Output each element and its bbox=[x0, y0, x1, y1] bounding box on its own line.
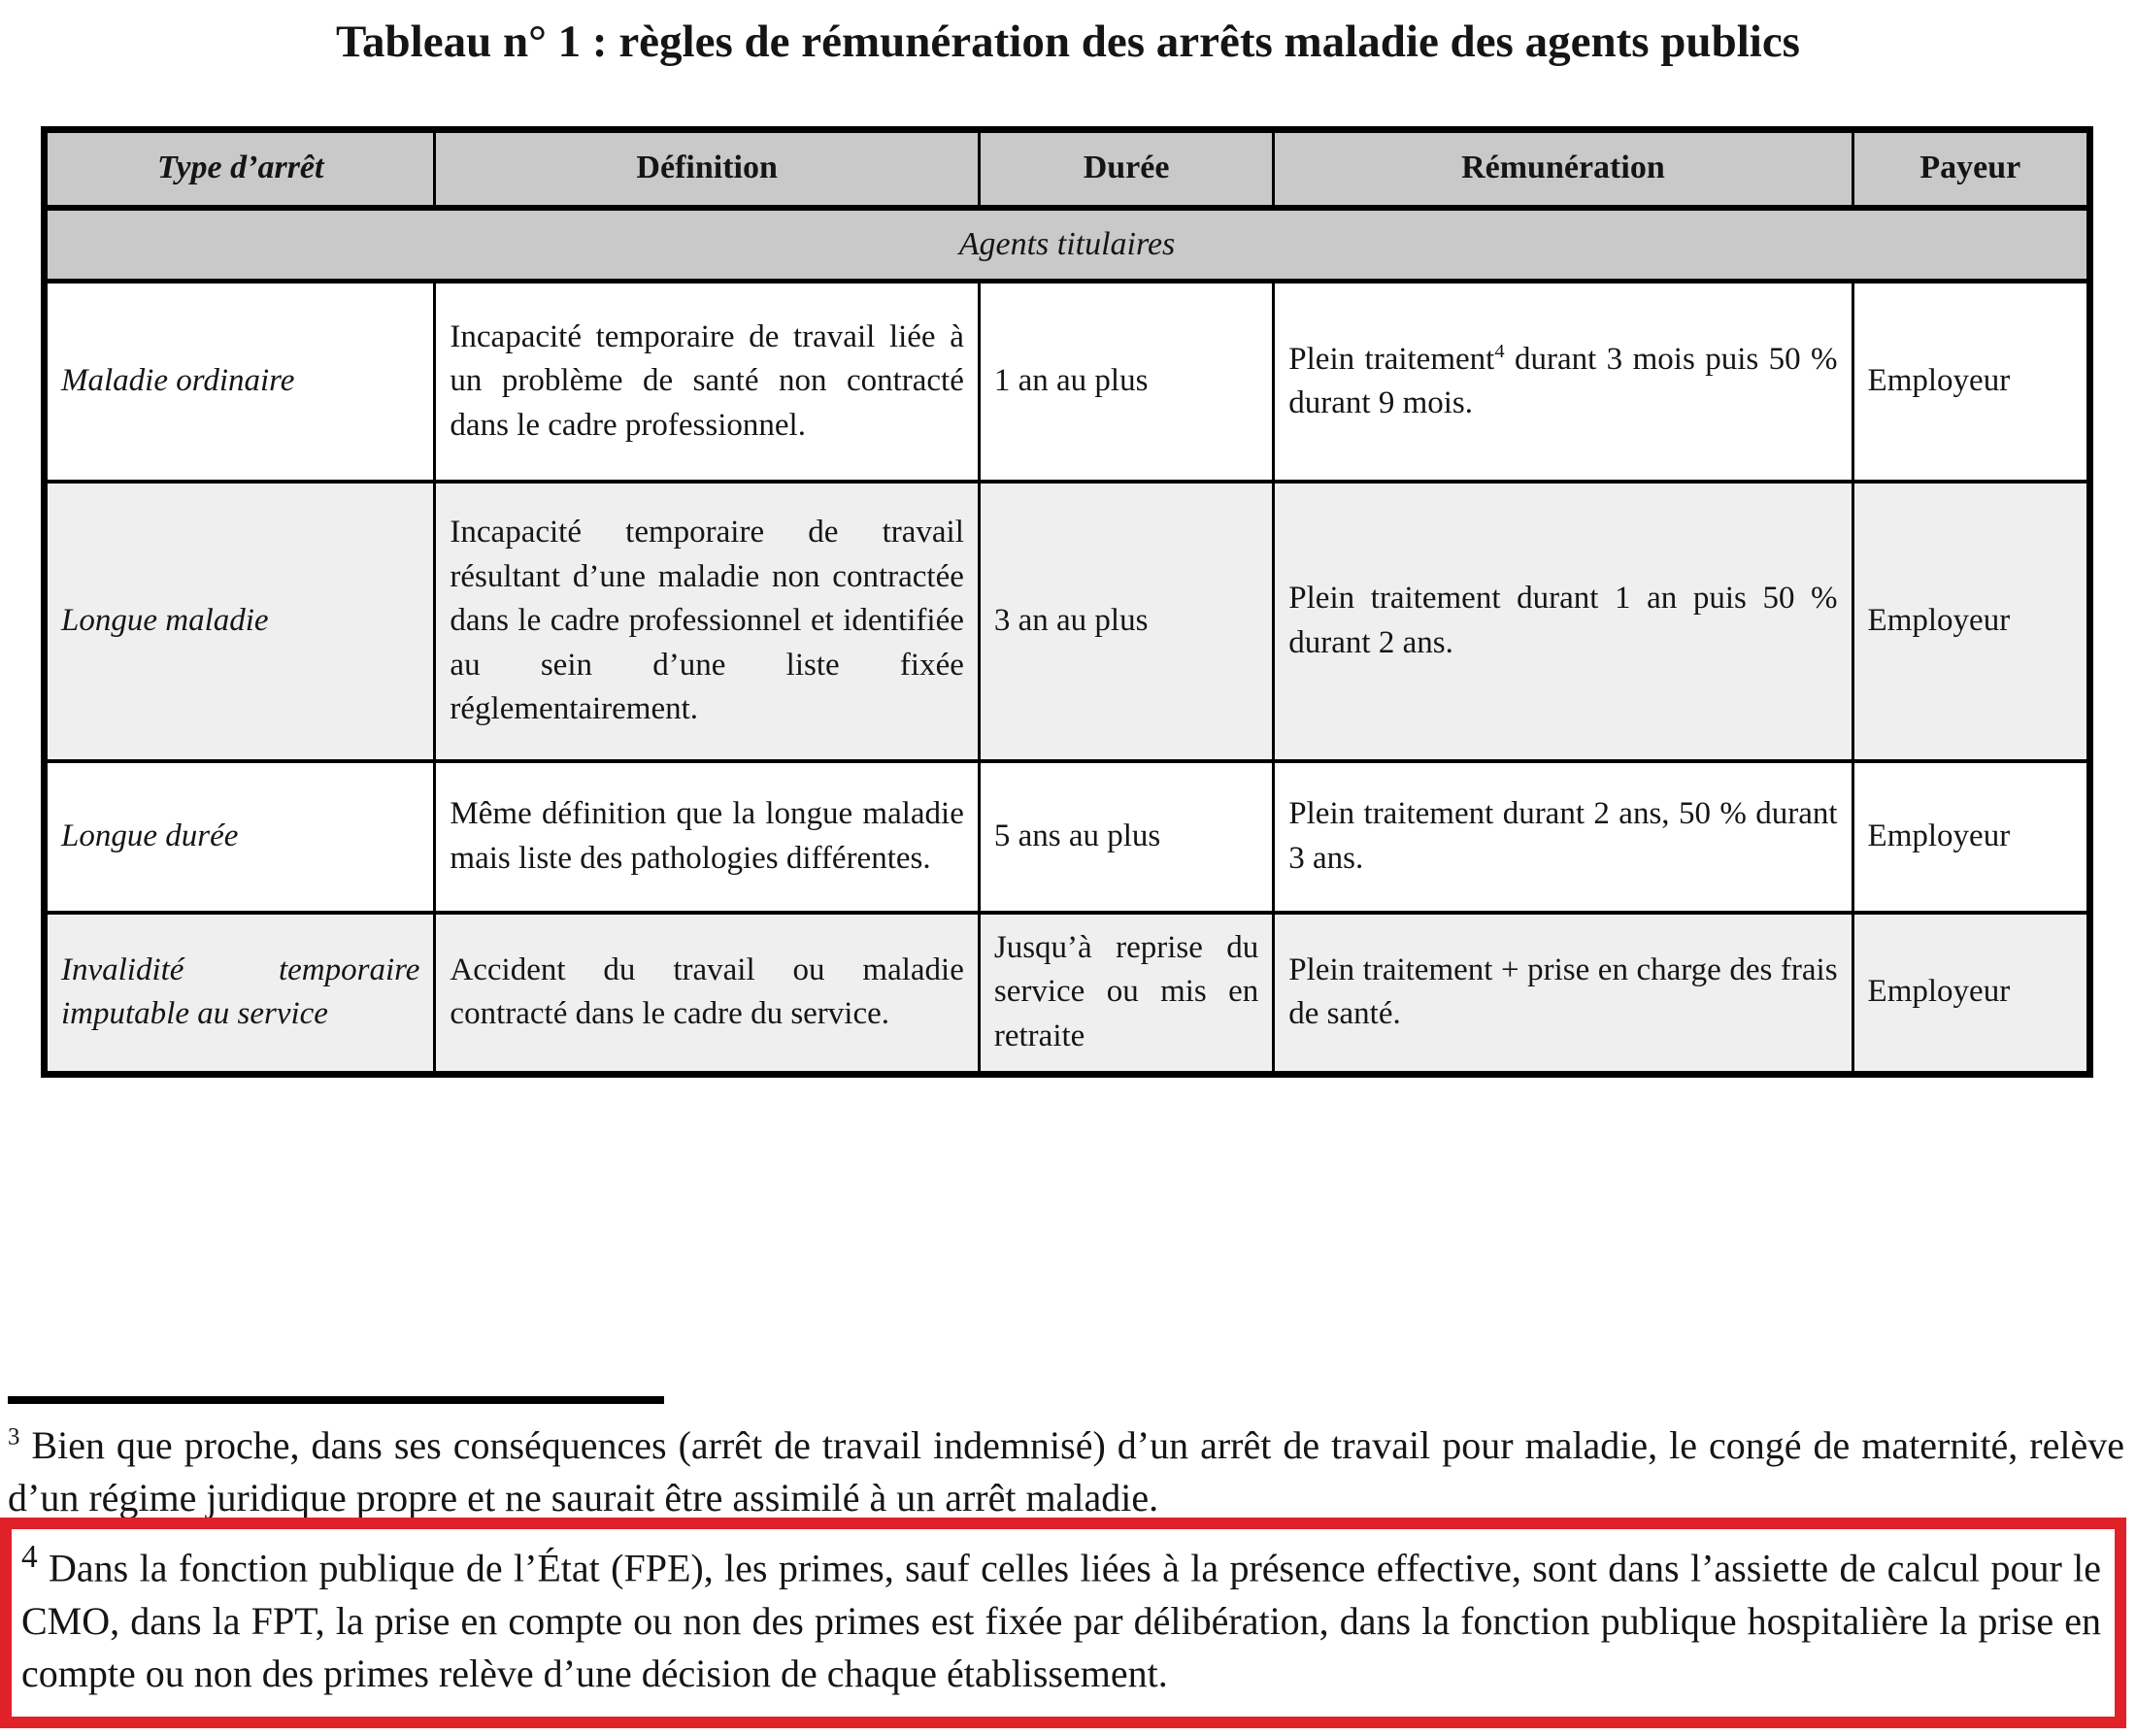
header-definition: Définition bbox=[433, 128, 981, 211]
cell-type: Maladie ordinaire bbox=[42, 279, 437, 484]
cell-duration: 3 an au plus bbox=[977, 479, 1276, 763]
cell-payer: Employeur bbox=[1851, 279, 2092, 484]
cell-remuneration: Plein traitement4 durant 3 mois puis 50 … bbox=[1272, 279, 1854, 484]
page-title: Tableau n° 1 : règles de rémunération de… bbox=[336, 17, 1800, 67]
section-label: Agents titulaires bbox=[43, 205, 2091, 284]
header-remuneration: Rémunération bbox=[1272, 128, 1854, 211]
table-row-maladie-ordinaire: Maladie ordinaire Incapacité temporaire … bbox=[42, 279, 2092, 484]
cell-duration: 1 an au plus bbox=[977, 279, 1276, 484]
cell-type: Longue maladie bbox=[42, 479, 437, 763]
highlighted-footnote-box: 4 Dans la fonction publique de l’État (F… bbox=[0, 1518, 2126, 1728]
cell-payer: Employeur bbox=[1851, 910, 2092, 1076]
table-row-longue-duree: Longue durée Même définition que la long… bbox=[42, 758, 2092, 915]
section-row-agents-titulaires: Agents titulaires bbox=[43, 205, 2091, 284]
table: Type d’arrêt Définition Durée Rémunérati… bbox=[41, 126, 2093, 1078]
table-row-longue-maladie: Longue maladie Incapacité temporaire de … bbox=[42, 479, 2092, 763]
cell-remuneration: Plein traitement durant 1 an puis 50 % d… bbox=[1272, 479, 1854, 763]
header-duration: Durée bbox=[977, 128, 1276, 211]
cell-type: Invalidité temporaire imputable au servi… bbox=[42, 910, 437, 1076]
footnote-marker-3: 3 bbox=[8, 1423, 20, 1451]
cell-remuneration: Plein traitement durant 2 ans, 50 % dura… bbox=[1272, 758, 1854, 915]
cell-definition: Incapacité temporaire de travail résulta… bbox=[433, 479, 981, 763]
cell-definition: Incapacité temporaire de travail liée à … bbox=[433, 279, 981, 484]
remuneration-text: durant 3 mois puis 50 % durant 9 mois. bbox=[1288, 341, 1838, 421]
cell-payer: Employeur bbox=[1851, 758, 2092, 915]
footnote-4: 4 Dans la fonction publique de l’État (F… bbox=[21, 1535, 2101, 1701]
cell-type: Longue durée bbox=[42, 758, 437, 915]
footnote-4-text: Dans la fonction publique de l’État (FPE… bbox=[21, 1546, 2101, 1696]
cell-duration: Jusqu’à reprise du service ou mis en ret… bbox=[977, 910, 1276, 1076]
remuneration-text: Plein traitement bbox=[1288, 341, 1495, 377]
cell-definition: Même définition que la longue maladie ma… bbox=[433, 758, 981, 915]
cell-payer: Employeur bbox=[1851, 479, 2092, 763]
header-type: Type d’arrêt bbox=[42, 128, 437, 211]
cell-duration: 5 ans au plus bbox=[977, 758, 1276, 915]
footnote-marker-4: 4 bbox=[21, 1539, 38, 1575]
cell-definition: Accident du travail ou maladie contracté… bbox=[433, 910, 981, 1076]
footnote-3-text: Bien que proche, dans ses conséquences (… bbox=[8, 1423, 2124, 1520]
footnote-3: 3 Bien que proche, dans ses conséquences… bbox=[8, 1419, 2124, 1525]
remuneration-rules-table: Type d’arrêt Définition Durée Rémunérati… bbox=[41, 126, 2093, 1078]
cell-remuneration: Plein traitement + prise en charge des f… bbox=[1272, 910, 1854, 1076]
footnote-separator-rule bbox=[8, 1396, 664, 1404]
table-row-invalidite-temporaire: Invalidité temporaire imputable au servi… bbox=[42, 910, 2092, 1076]
header-payer: Payeur bbox=[1851, 128, 2092, 211]
table-header-row: Type d’arrêt Définition Durée Rémunérati… bbox=[42, 128, 2092, 211]
footnote-ref-4: 4 bbox=[1494, 340, 1505, 362]
